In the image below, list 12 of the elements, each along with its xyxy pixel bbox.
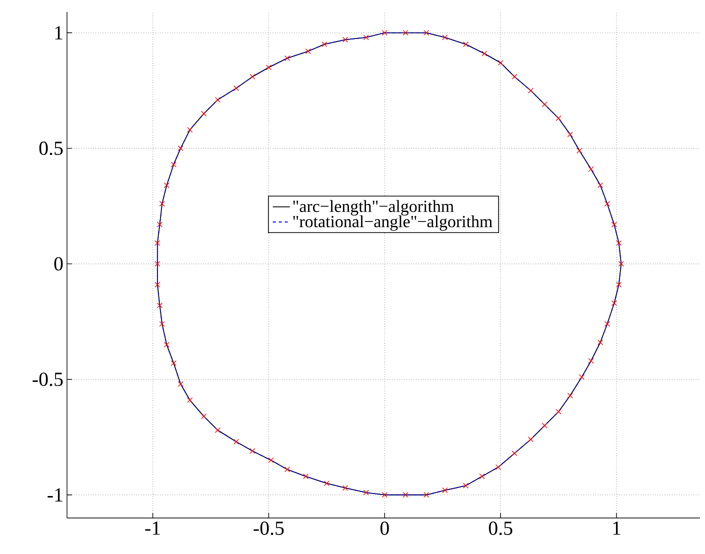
y-tick-label: 0.5 [39, 142, 63, 156]
x-tick-label: -0.5 [254, 522, 284, 536]
x-tick-label: 0.5 [488, 522, 512, 536]
y-tick-label: -1 [48, 488, 62, 502]
x-tick-label: 0 [380, 522, 389, 535]
legend-label: "arc−length"−algorithm [293, 200, 454, 216]
x-tick-label: 1 [613, 522, 620, 535]
y-tick-label: 1 [55, 26, 62, 40]
x-tick-label: -1 [145, 522, 160, 535]
y-tick-label: 0 [54, 257, 63, 271]
legend-label: "rotational−angle"−algorithm [293, 215, 492, 231]
y-tick-label: -0.5 [32, 372, 63, 386]
